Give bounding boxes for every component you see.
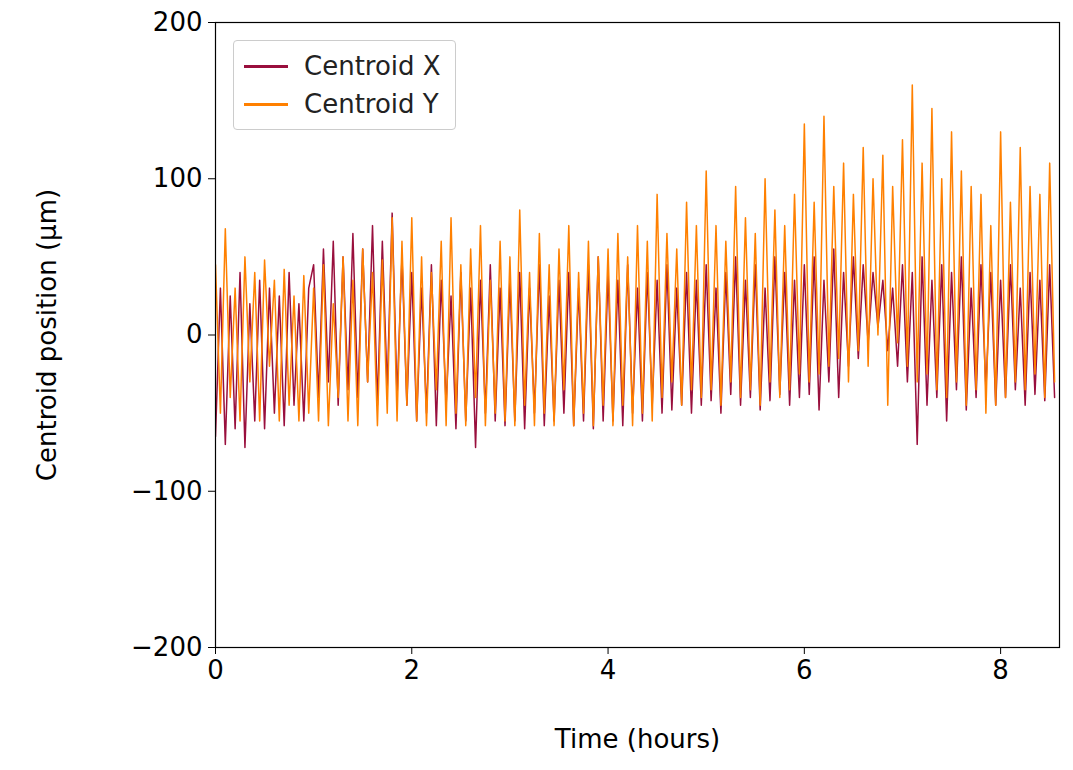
svg-text:200: 200 [153,7,203,37]
svg-text:0: 0 [207,655,224,685]
svg-text:−200: −200 [131,632,202,662]
svg-text:Centroid position (µm): Centroid position (µm) [32,189,62,481]
svg-text:−100: −100 [131,476,202,506]
html-text:Centroid X: Centroid X [304,51,441,81]
svg-text:100: 100 [153,163,203,193]
svg-text:6: 6 [796,655,813,685]
svg-text:8: 8 [992,655,1009,685]
html-text:Centroid Y: Centroid Y [304,89,439,119]
svg-text:0: 0 [186,319,203,349]
svg-text:2: 2 [404,655,421,685]
svg-text:4: 4 [600,655,617,685]
svg-text:Time (hours): Time (hours) [554,724,720,754]
